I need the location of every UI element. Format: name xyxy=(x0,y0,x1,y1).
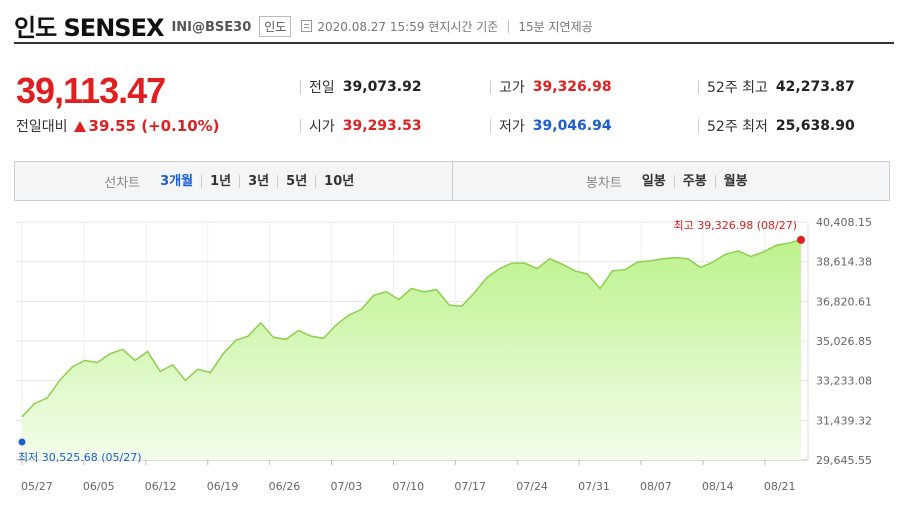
stat-high: 고가 39,326.98 xyxy=(490,77,612,97)
tab-10y[interactable]: 10년 xyxy=(315,174,362,188)
price-area xyxy=(22,239,801,460)
price-block: 39,113.47 전일대비 39.55 (+0.10%) xyxy=(16,70,220,136)
x-tick-label: 07/24 xyxy=(516,480,548,493)
tab-5y[interactable]: 5년 xyxy=(277,174,315,188)
up-arrow-icon xyxy=(73,120,86,132)
stat-divider xyxy=(300,80,301,94)
y-tick-label: 36,820.61 xyxy=(816,295,872,308)
timestamp: 2020.08.27 15:59 현지시간 기준 xyxy=(317,19,499,34)
tab-1y[interactable]: 1년 xyxy=(201,174,239,188)
stat-open: 시가 39,293.53 xyxy=(300,116,422,136)
stat-value: 39,326.98 xyxy=(532,79,612,95)
document-icon xyxy=(301,20,313,32)
low-annotation: 최저 30,525.68 (05/27) xyxy=(18,451,142,464)
tab-daily[interactable]: 일봉 xyxy=(641,173,666,189)
update-info: 2020.08.27 15:59 현지시간 기준 | 15분 지연제공 xyxy=(301,18,593,35)
x-tick-label: 06/05 xyxy=(83,480,115,493)
stat-label: 52주 최저 xyxy=(707,119,768,135)
x-tick-label: 06/12 xyxy=(145,480,177,493)
stat-value: 39,073.92 xyxy=(342,79,422,95)
tab-3m[interactable]: 3개월 xyxy=(160,173,194,189)
stat-value: 25,638.90 xyxy=(775,118,855,134)
high-annotation: 최고 39,326.98 (08/27) xyxy=(674,219,798,232)
price-line xyxy=(21,239,802,418)
stat-label: 고가 xyxy=(499,80,525,96)
y-tick-label: 35,026.85 xyxy=(816,335,872,348)
stat-52w-low: 52주 최저 25,638.90 xyxy=(698,116,855,136)
x-tick-label: 08/14 xyxy=(702,480,734,493)
high-marker xyxy=(797,235,805,244)
tab-weekly[interactable]: 주봉 xyxy=(673,174,715,188)
change-label: 전일대비 xyxy=(16,119,68,135)
y-tick-label: 31,439.32 xyxy=(816,414,872,427)
stat-divider xyxy=(698,119,699,133)
x-tick-label: 07/10 xyxy=(392,480,424,493)
line-chart-tabs: 선차트 3개월 1년 3년 5년 10년 xyxy=(15,162,452,200)
candle-chart-label: 봉차트 xyxy=(585,175,622,191)
stat-divider xyxy=(490,80,491,94)
index-title: 인도 SENSEX xyxy=(14,13,164,42)
x-tick-label: 07/31 xyxy=(578,480,610,493)
stat-label: 전일 xyxy=(309,80,335,96)
candle-chart-tabs: 봉차트 일봉 주봉 월봉 xyxy=(451,162,890,200)
change-value: 39.55 (+0.10%) xyxy=(88,117,220,135)
page-header: 인도 SENSEX INI@BSE30 인도 2020.08.27 15:59 … xyxy=(14,8,894,44)
divider: | xyxy=(506,19,511,33)
y-tick-label: 33,233.08 xyxy=(816,375,872,388)
tab-3y[interactable]: 3년 xyxy=(239,174,277,188)
x-tick-label: 06/26 xyxy=(269,480,301,493)
x-tick-label: 07/17 xyxy=(454,480,486,493)
stat-value: 39,046.94 xyxy=(532,118,612,134)
stat-divider xyxy=(490,119,491,133)
y-tick-label: 40,408.15 xyxy=(816,216,872,229)
stat-divider xyxy=(300,119,301,133)
country-badge: 인도 xyxy=(259,15,292,37)
x-tick-label: 05/27 xyxy=(21,480,53,493)
stat-divider xyxy=(698,80,699,94)
x-tick-label: 06/19 xyxy=(207,480,239,493)
stat-prev-close: 전일 39,073.92 xyxy=(300,77,422,97)
stat-label: 저가 xyxy=(499,119,525,135)
x-tick-label: 08/07 xyxy=(640,480,672,493)
stat-low: 저가 39,046.94 xyxy=(490,116,612,136)
low-marker xyxy=(18,438,26,446)
y-tick-label: 29,645.55 xyxy=(816,454,872,467)
stat-value: 42,273.87 xyxy=(775,79,855,95)
index-code: INI@BSE30 xyxy=(171,19,252,35)
chart-tabs: 선차트 3개월 1년 3년 5년 10년 봉차트 일봉 주봉 월봉 xyxy=(14,161,890,201)
x-tick-label: 07/03 xyxy=(331,480,363,493)
x-tick-label: 08/21 xyxy=(764,480,796,493)
tab-monthly[interactable]: 월봉 xyxy=(714,174,756,188)
current-price: 39,113.47 xyxy=(16,70,166,111)
stat-value: 39,293.53 xyxy=(342,118,422,134)
stat-label: 시가 xyxy=(309,119,335,135)
y-tick-label: 38,614.38 xyxy=(816,256,872,269)
stat-label: 52주 최고 xyxy=(707,80,768,96)
stat-52w-high: 52주 최고 42,273.87 xyxy=(698,77,855,97)
price-change: 전일대비 39.55 (+0.10%) xyxy=(16,116,220,136)
delay-notice: 15분 지연제공 xyxy=(518,19,593,34)
line-chart-label: 선차트 xyxy=(104,175,141,191)
price-chart: 40,408.15 38,614.38 36,820.61 35,026.85 33,2… xyxy=(16,216,872,493)
